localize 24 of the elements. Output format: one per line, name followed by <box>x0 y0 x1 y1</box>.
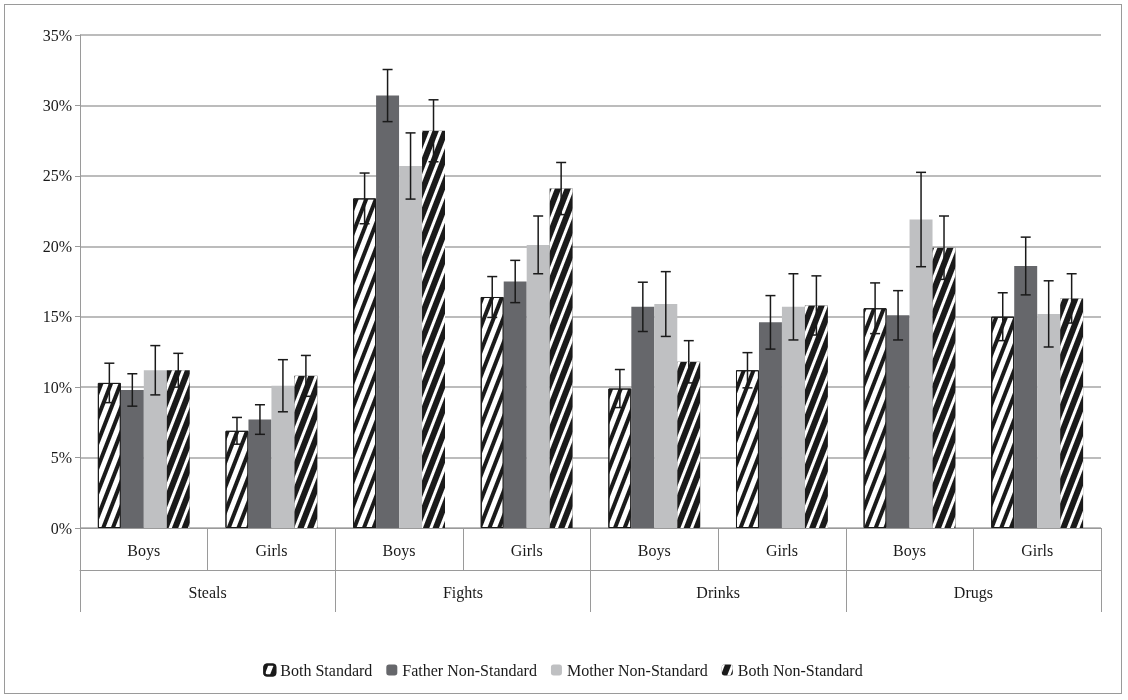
x-tick-label: Girls <box>765 541 798 559</box>
y-tick-label: 10% <box>42 378 72 396</box>
legend-label: Mother Non-Standard <box>566 661 708 679</box>
x-tick-label: Girls <box>510 541 543 559</box>
text: Steals <box>188 583 227 601</box>
text: Fights <box>442 583 483 602</box>
y-tick-label: 0% <box>50 519 72 537</box>
y-tick-label: 5% <box>50 449 72 467</box>
x-tick-label: Boys <box>127 541 161 560</box>
legend-label: Both Non-Standard <box>737 661 863 679</box>
x-tick-label: Boys <box>382 541 416 560</box>
y-tick-label: 25% <box>42 167 72 185</box>
legend-label: Both Standard <box>280 661 373 679</box>
y-tick-label: 30% <box>42 96 72 114</box>
x-tick-label: Girls <box>1021 541 1054 559</box>
text: Drinks <box>696 583 740 601</box>
y-tick-label: 35% <box>42 26 72 44</box>
y-tick-label: 15% <box>42 308 72 326</box>
legend-label: Father Non-Standard <box>402 661 537 679</box>
x-tick-label: Boys <box>893 541 927 560</box>
text: Drugs <box>953 583 993 602</box>
y-tick-label: 20% <box>42 237 72 255</box>
x-tick-label: Boys <box>637 541 671 560</box>
x-tick-label: Girls <box>255 541 288 559</box>
